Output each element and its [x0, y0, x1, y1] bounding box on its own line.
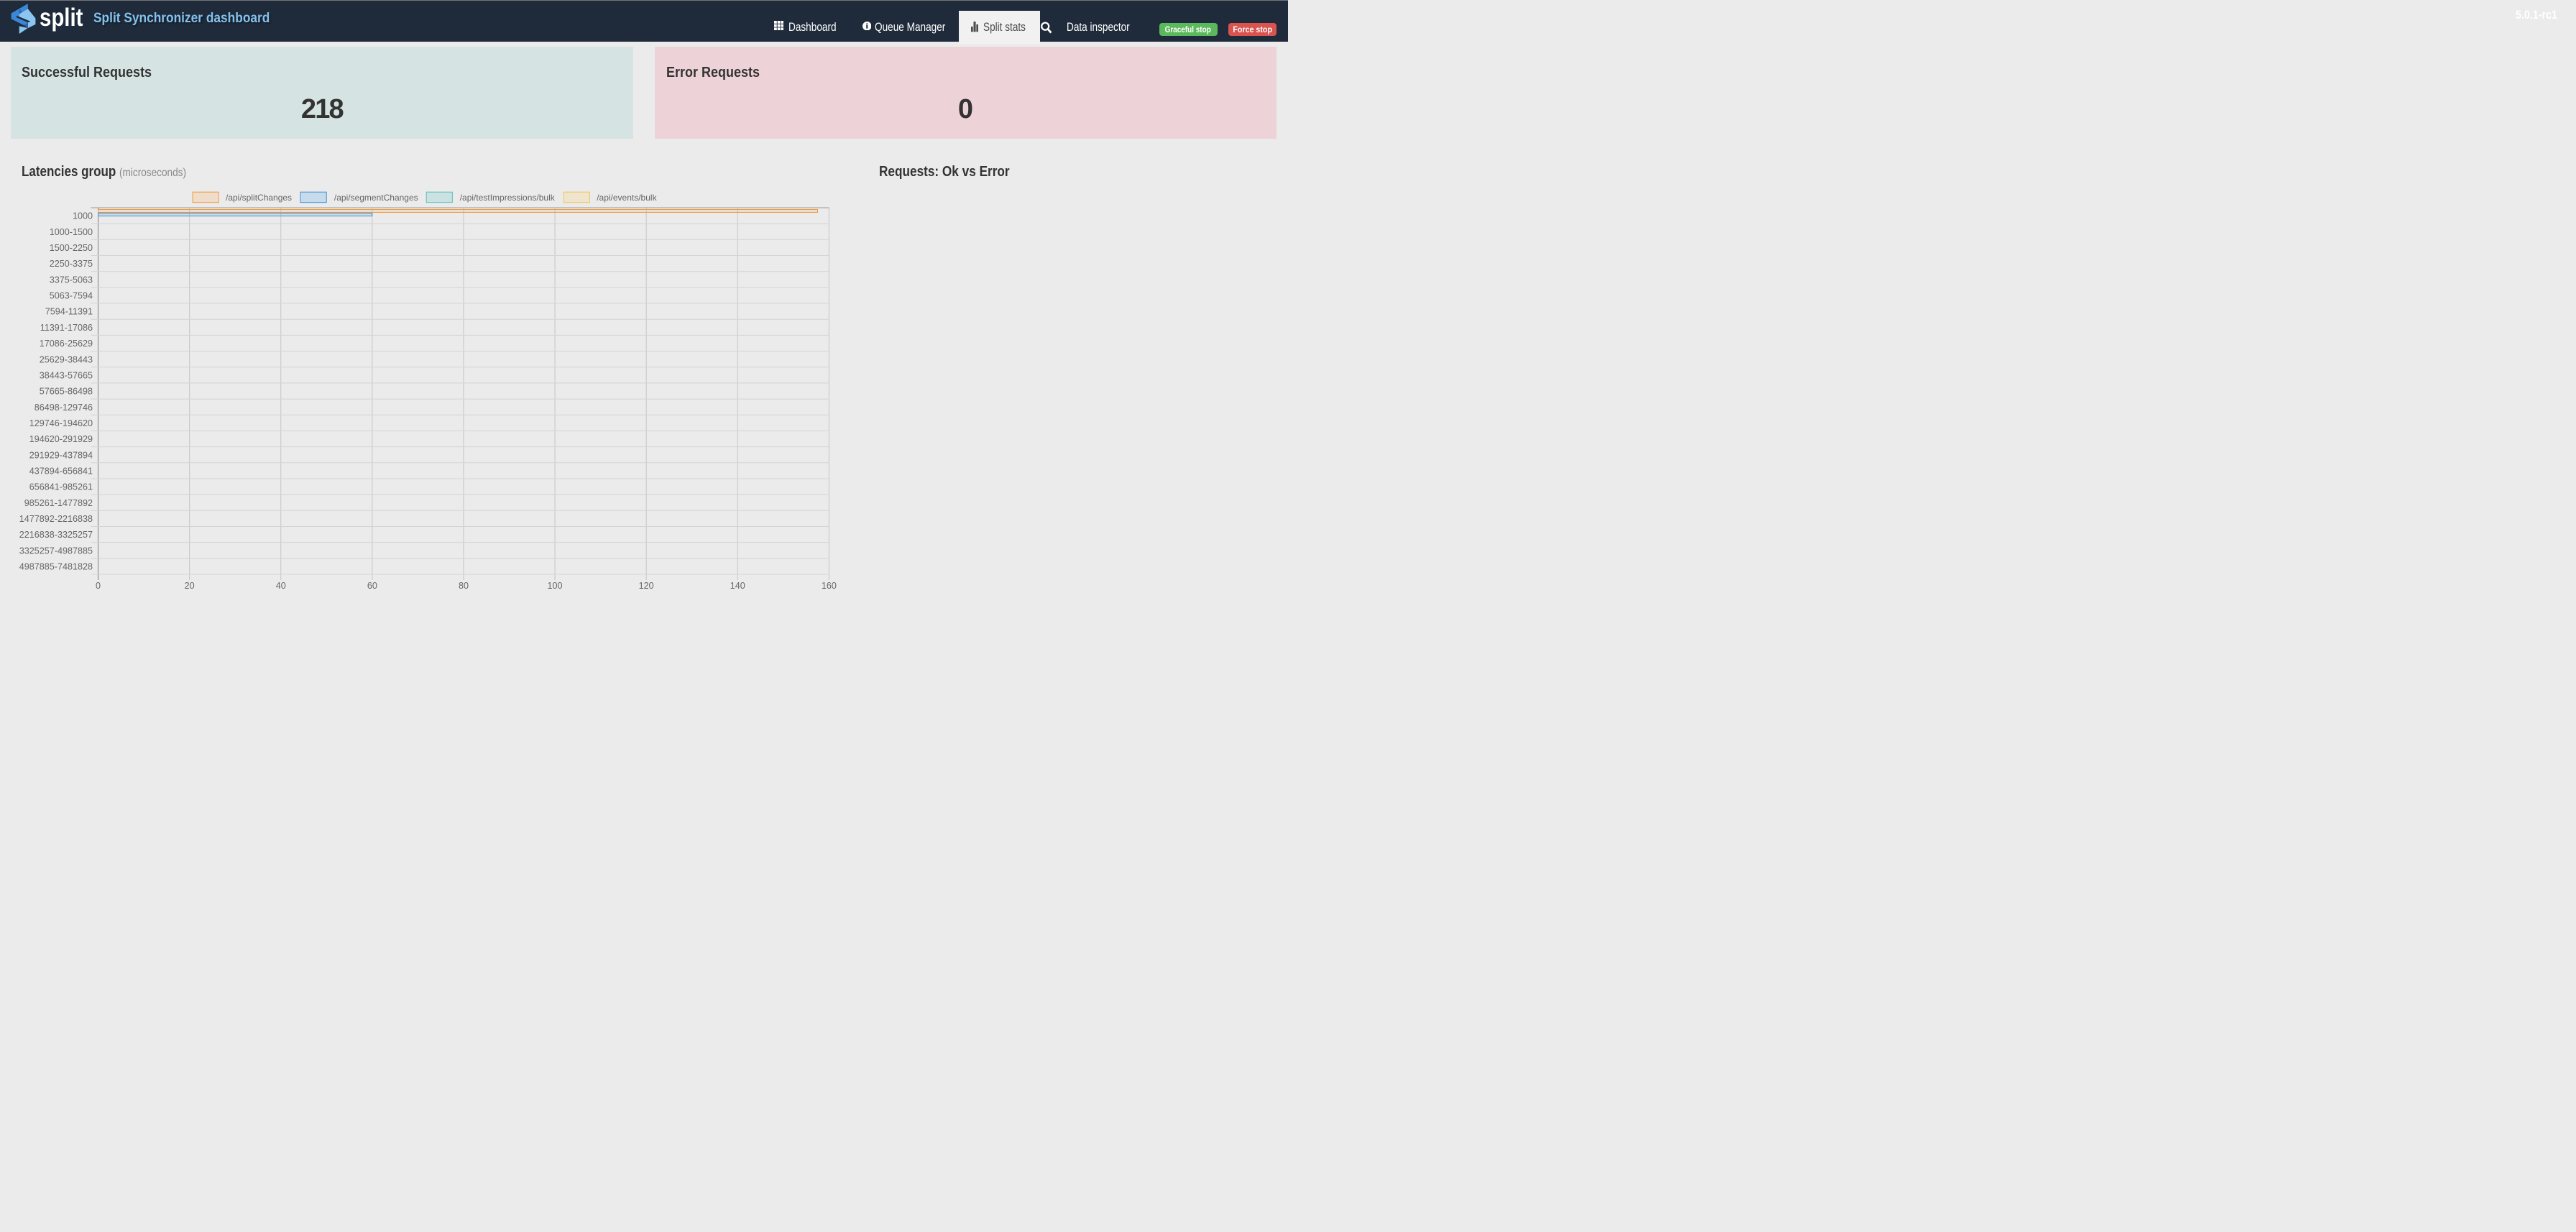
- svg-text:120: 120: [639, 581, 654, 591]
- svg-text:3375-5063: 3375-5063: [50, 275, 93, 285]
- svg-text:57665-86498: 57665-86498: [40, 387, 93, 397]
- svg-text:20: 20: [185, 581, 195, 591]
- svg-text:0: 0: [96, 581, 101, 591]
- svg-text:3325257-4987885: 3325257-4987885: [19, 546, 93, 556]
- svg-text:129746-194620: 129746-194620: [29, 418, 93, 428]
- svg-text:2216838-3325257: 2216838-3325257: [19, 530, 93, 540]
- svg-text:/api/segmentChanges: /api/segmentChanges: [334, 193, 418, 203]
- svg-text:1500-2250: 1500-2250: [50, 243, 93, 253]
- svg-text:86498-129746: 86498-129746: [34, 403, 93, 413]
- svg-text:40: 40: [276, 581, 286, 591]
- svg-text:291929-437894: 291929-437894: [29, 450, 93, 460]
- svg-text:5063-7594: 5063-7594: [50, 291, 93, 301]
- svg-text:60: 60: [367, 581, 377, 591]
- svg-text:38443-57665: 38443-57665: [40, 370, 93, 380]
- svg-text:140: 140: [730, 581, 745, 591]
- svg-text:656841-985261: 656841-985261: [29, 482, 93, 492]
- svg-text:4987885-7481828: 4987885-7481828: [19, 562, 93, 572]
- svg-text:1477892-2216838: 1477892-2216838: [19, 514, 93, 524]
- svg-text:160: 160: [822, 581, 837, 591]
- svg-text:100: 100: [548, 581, 563, 591]
- svg-text:437894-656841: 437894-656841: [29, 466, 93, 476]
- svg-text:7594-11391: 7594-11391: [45, 307, 93, 317]
- svg-text:1000-1500: 1000-1500: [50, 227, 93, 237]
- svg-text:80: 80: [459, 581, 469, 591]
- svg-text:25629-38443: 25629-38443: [40, 354, 93, 364]
- svg-text:/api/testImpressions/bulk: /api/testImpressions/bulk: [460, 193, 556, 203]
- svg-text:985261-1477892: 985261-1477892: [24, 498, 93, 508]
- svg-text:2250-3375: 2250-3375: [50, 259, 93, 269]
- svg-text:11391-17086: 11391-17086: [40, 323, 93, 333]
- svg-text:/api/splitChanges: /api/splitChanges: [226, 193, 292, 203]
- svg-text:17086-25629: 17086-25629: [40, 339, 93, 349]
- svg-text:/api/events/bulk: /api/events/bulk: [597, 193, 657, 203]
- svg-text:1000: 1000: [73, 211, 93, 221]
- svg-text:194620-291929: 194620-291929: [29, 434, 93, 444]
